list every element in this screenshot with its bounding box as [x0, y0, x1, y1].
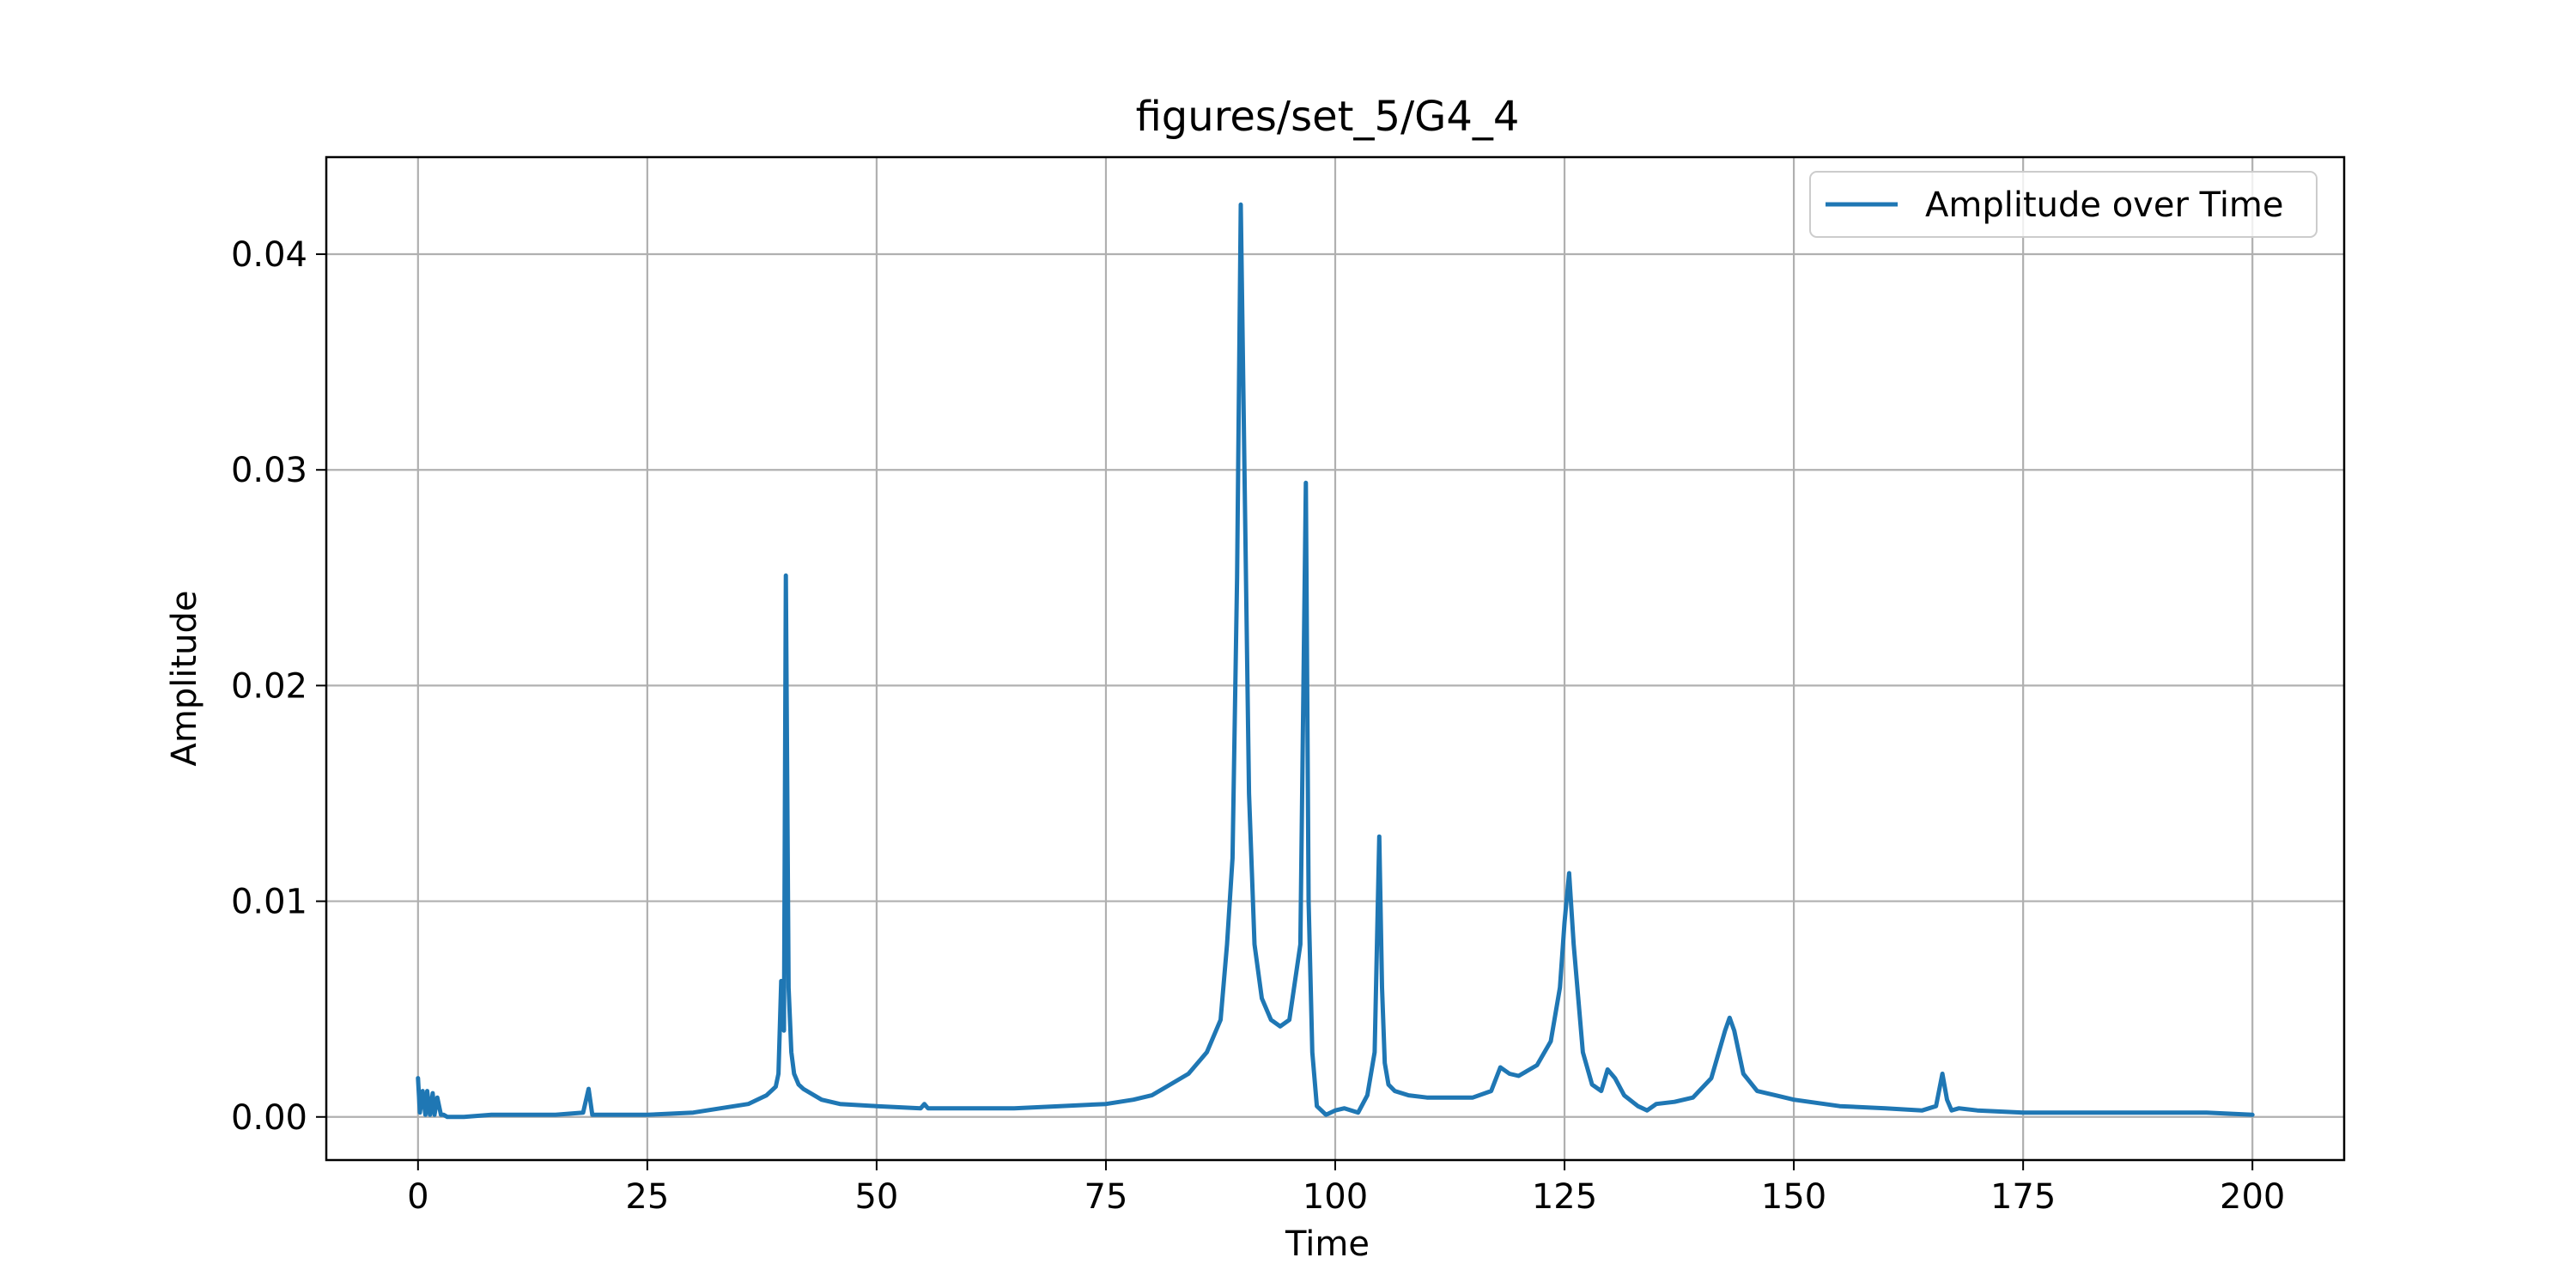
series-layer [416, 202, 2255, 1120]
legend-box [1809, 171, 2318, 238]
y-tick-label: 0.02 [231, 666, 307, 706]
y-tick-label: 0.01 [231, 883, 307, 922]
x-axis-label: Time [1285, 1224, 1370, 1264]
y-axis-label: Amplitude [165, 591, 204, 767]
x-tick-label: 75 [1084, 1177, 1128, 1217]
y-tick-label: 0.00 [231, 1098, 307, 1138]
y-tick-label: 0.04 [231, 235, 307, 275]
legend: Amplitude over Time [1809, 171, 2318, 238]
x-tick-label: 100 [1303, 1177, 1368, 1217]
x-tick-label: 0 [407, 1177, 428, 1217]
chart-title: figures/set_5/G4_4 [1136, 93, 1520, 141]
x-tick-label: 175 [1990, 1177, 2056, 1217]
x-tick-label: 150 [1761, 1177, 1826, 1217]
x-tick-label: 50 [854, 1177, 898, 1217]
y-tick-label: 0.03 [231, 451, 307, 490]
x-axis: 0 25 50 75 100 125 150 175 200 [407, 1160, 2285, 1217]
x-tick-label: 200 [2220, 1177, 2285, 1217]
x-tick-label: 25 [625, 1177, 669, 1217]
x-tick-label: 125 [1532, 1177, 1597, 1217]
legend-label: Amplitude over Time [1925, 185, 2284, 225]
y-axis: 0.00 0.01 0.02 0.03 0.04 [231, 235, 326, 1138]
series-line [416, 202, 2255, 1120]
grid-lines [326, 157, 2344, 1160]
